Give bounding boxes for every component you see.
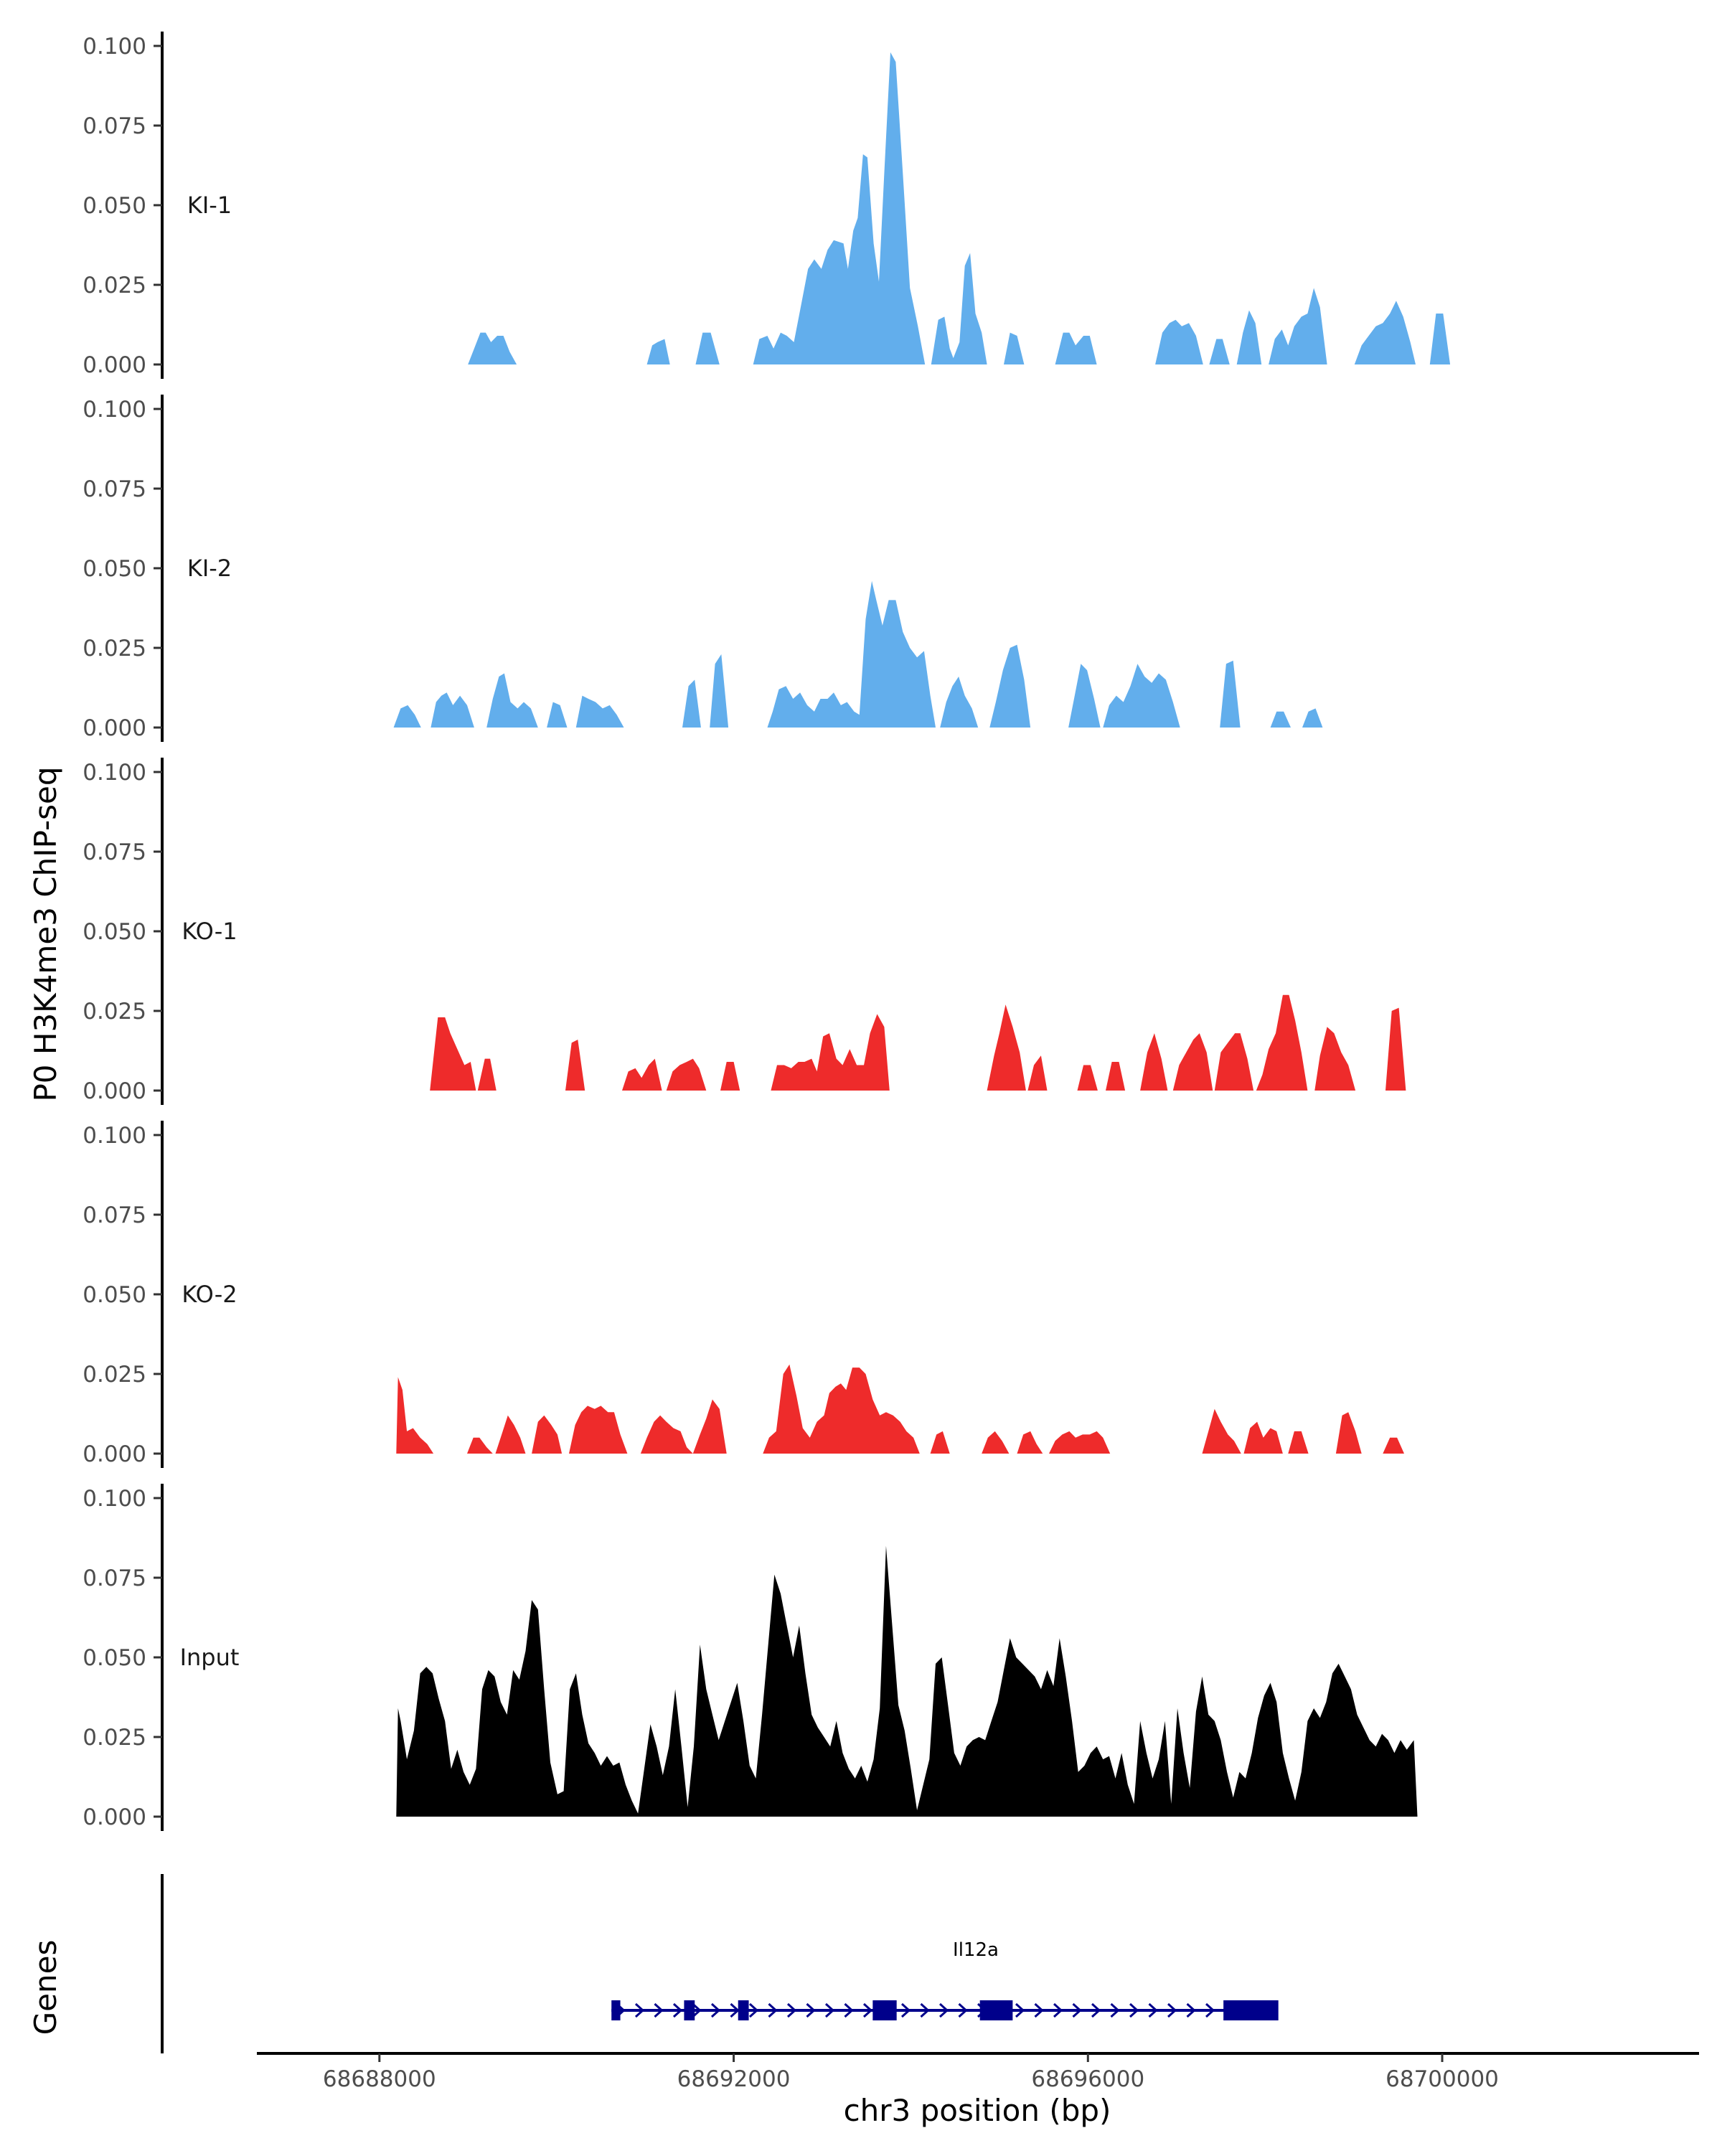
track-label: KO-2	[182, 1281, 237, 1308]
gene-strand-arrow	[1205, 2002, 1215, 2018]
gene-exon	[611, 2000, 621, 2020]
x-axis-title: chr3 position (bp)	[844, 2093, 1111, 2128]
gene-strand-arrow	[634, 2002, 645, 2018]
gene-strand-arrow	[710, 2002, 721, 2018]
gene-strand-arrow	[1186, 2002, 1196, 2018]
tracks-layer	[393, 52, 1451, 1817]
gene-strand-arrow	[920, 2002, 930, 2018]
gene-exon	[979, 2000, 1013, 2020]
gene-strand-arrow	[654, 2002, 664, 2018]
y-tick-label: 0.000	[83, 1078, 146, 1104]
gene-strand-arrow	[1091, 2002, 1101, 2018]
track-label: KI-1	[187, 192, 232, 219]
gene-exon	[1223, 2000, 1279, 2020]
y-tick-label: 0.050	[83, 919, 146, 945]
gene-strand-arrow	[730, 2002, 740, 2018]
y-tick-label: 0.000	[83, 1804, 146, 1830]
gene-strand-arrow	[1110, 2002, 1120, 2018]
axes-layer: 0.000 0.025 0.050 0.075 0.100 KI-1 0.000 0.025 0…	[83, 32, 1699, 2092]
gene-strand-arrow	[768, 2002, 778, 2018]
track-area	[393, 580, 1323, 728]
y-tick-label: 0.025	[83, 636, 146, 662]
y-tick-label: 0.075	[83, 113, 146, 139]
gene-strand-arrow	[1015, 2002, 1025, 2018]
gene-strand-arrow	[692, 2002, 702, 2018]
y-tick-label: 0.075	[83, 476, 146, 502]
gene-strand-arrow	[1167, 2002, 1177, 2018]
gene-strand-arrow	[748, 2002, 759, 2018]
y-tick-label: 0.025	[83, 273, 146, 298]
y-tick-label: 0.100	[83, 760, 146, 786]
y-tick-label: 0.025	[83, 1725, 146, 1751]
y-tick-label: 0.000	[83, 352, 146, 378]
gene-strand-arrow	[938, 2002, 949, 2018]
gene-strand-arrow	[1034, 2002, 1044, 2018]
y-tick-label: 0.000	[83, 1441, 146, 1467]
gene-strand-arrow	[900, 2002, 911, 2018]
gene-strand-arrow	[806, 2002, 816, 2018]
gene-strand-arrow	[958, 2002, 968, 2018]
gene-strand-arrow	[1129, 2002, 1139, 2018]
x-tick-label: 68696000	[1031, 2066, 1144, 2092]
gene-strand-arrow	[1148, 2002, 1158, 2018]
y-tick-label: 0.050	[83, 1645, 146, 1671]
y-tick-label: 0.050	[83, 193, 146, 219]
y-tick-label: 0.100	[83, 34, 146, 60]
y-tick-label: 0.025	[83, 1362, 146, 1388]
gene-strand-arrow	[786, 2002, 797, 2018]
y-tick-label: 0.050	[83, 556, 146, 582]
y-tick-label: 0.100	[83, 1123, 146, 1149]
y-tick-label: 0.100	[83, 1486, 146, 1512]
y-tick-label: 0.000	[83, 715, 146, 741]
gene-exon	[872, 2000, 897, 2020]
y-tick-label: 0.050	[83, 1282, 146, 1308]
gene-strand-arrow	[672, 2002, 683, 2018]
y-tick-label: 0.075	[83, 1202, 146, 1228]
gene-strand-arrow	[824, 2002, 835, 2018]
y-axis-title: P0 H3K4me3 ChIP-seq	[28, 766, 63, 1101]
x-tick-label: 68700000	[1385, 2066, 1499, 2092]
gene-exon	[738, 2000, 749, 2020]
x-tick-label: 68688000	[323, 2066, 436, 2092]
y-tick-label: 0.100	[83, 397, 146, 423]
y-tick-label: 0.075	[83, 1566, 146, 1591]
track-area	[396, 1545, 1418, 1817]
gene-strand-arrow	[862, 2002, 873, 2018]
gene-label: Il12a	[953, 1939, 999, 1961]
gene-strand-arrow	[1053, 2002, 1063, 2018]
track-area	[430, 994, 1406, 1091]
gene-strand-arrow	[1072, 2002, 1082, 2018]
y-tick-label: 0.025	[83, 999, 146, 1025]
track-label: Input	[180, 1644, 240, 1671]
track-area	[396, 1364, 1404, 1454]
gene-exon	[684, 2000, 695, 2020]
track-label: KO-1	[182, 918, 237, 945]
y-tick-label: 0.075	[83, 839, 146, 865]
genes-layer: Il12a	[611, 1939, 1279, 2020]
genes-axis-title: Genes	[28, 1940, 63, 2035]
gene-strand-arrow	[844, 2002, 854, 2018]
track-area	[468, 52, 1451, 365]
x-tick-label: 68692000	[677, 2066, 791, 2092]
track-label: KI-2	[187, 555, 232, 582]
